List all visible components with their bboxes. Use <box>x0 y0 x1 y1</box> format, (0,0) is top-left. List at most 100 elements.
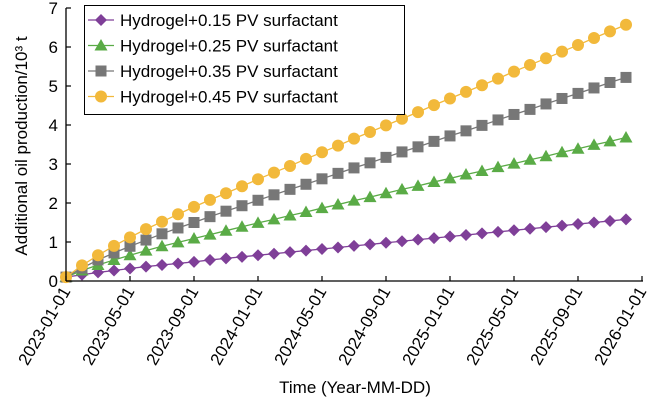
data-point <box>379 186 393 199</box>
data-point <box>492 72 504 85</box>
data-point <box>203 228 217 240</box>
data-point <box>363 190 377 203</box>
data-point <box>204 193 216 206</box>
data-point <box>476 227 488 240</box>
data-point <box>92 249 104 262</box>
y-tick-label: 0 <box>49 272 58 291</box>
data-point <box>283 208 297 221</box>
y-axis-label: Additional oil production/10³ t <box>12 36 31 256</box>
data-point <box>300 244 312 257</box>
data-point <box>444 230 456 243</box>
data-point <box>124 231 136 244</box>
data-point <box>172 208 184 221</box>
data-point <box>428 99 440 112</box>
legend-marker <box>95 14 107 26</box>
y-tick-label: 7 <box>49 0 58 18</box>
data-point <box>204 211 216 223</box>
legend: Hydrogel+0.15 PV surfactant Hydrogel+0.25… <box>84 5 405 115</box>
data-point <box>444 92 456 105</box>
legend-marker <box>95 90 107 103</box>
data-point <box>508 224 520 237</box>
data-point <box>556 219 568 232</box>
data-point <box>236 200 248 212</box>
data-point <box>556 45 568 58</box>
data-point <box>140 223 152 236</box>
data-point <box>156 215 168 228</box>
x-tick-label: 2025-05-01 <box>463 284 523 369</box>
legend-label: Hydrogel+0.25 PV surfactant <box>120 37 338 56</box>
data-point <box>508 65 520 78</box>
data-point <box>380 151 392 163</box>
y-tick-label: 3 <box>49 155 58 174</box>
data-point <box>412 106 424 119</box>
data-point <box>396 112 408 125</box>
data-point <box>140 260 152 273</box>
data-point <box>491 160 505 173</box>
y-tick-label: 6 <box>49 38 58 57</box>
data-point <box>411 179 425 191</box>
series-2 <box>59 130 633 283</box>
data-point <box>556 92 568 104</box>
data-point <box>123 248 137 261</box>
data-point <box>540 98 552 110</box>
data-point <box>300 178 312 190</box>
x-axis-label: Time (Year-MM-DD) <box>279 378 431 397</box>
x-tick-label: 2024-01-01 <box>207 284 267 369</box>
data-point <box>187 231 201 244</box>
data-point <box>268 189 280 201</box>
data-point <box>348 132 360 145</box>
data-point <box>396 235 408 248</box>
data-point <box>540 221 552 234</box>
data-point <box>572 39 584 52</box>
legend-label: Hydrogel+0.45 PV surfactant <box>120 88 338 107</box>
data-point <box>332 167 344 179</box>
data-point <box>539 149 553 162</box>
data-point <box>603 134 617 147</box>
data-point <box>427 175 441 187</box>
data-point <box>460 85 472 98</box>
plot-area <box>59 18 633 284</box>
data-point <box>331 198 345 210</box>
data-point <box>348 162 360 174</box>
data-point <box>251 216 265 228</box>
data-point <box>204 253 216 266</box>
data-point <box>108 239 120 252</box>
data-point <box>443 171 457 184</box>
data-point <box>588 32 600 45</box>
data-point <box>252 249 264 262</box>
data-point <box>524 103 536 115</box>
data-point <box>156 228 168 240</box>
series-3 <box>60 71 632 283</box>
data-point <box>620 213 632 226</box>
data-point <box>108 247 120 259</box>
data-point <box>268 166 280 179</box>
x-tick-label: 2025-09-01 <box>527 284 587 369</box>
y-tick-label: 5 <box>49 77 58 96</box>
data-point <box>428 232 440 245</box>
data-point <box>252 173 264 186</box>
data-point <box>540 52 552 65</box>
legend-label: Hydrogel+0.15 PV surfactant <box>120 11 338 30</box>
data-point <box>316 146 328 159</box>
data-point <box>523 153 537 165</box>
data-point <box>619 130 633 143</box>
data-point <box>171 235 185 248</box>
x-tick-label: 2025-01-01 <box>399 284 459 369</box>
data-point <box>108 264 120 277</box>
data-point <box>588 216 600 229</box>
data-point <box>220 205 232 217</box>
data-point <box>268 247 280 260</box>
x-tick-label: 2024-05-01 <box>271 284 331 369</box>
data-point <box>235 220 249 232</box>
data-point <box>172 222 184 234</box>
data-point <box>620 18 632 31</box>
x-tick-label: 2023-05-01 <box>79 284 139 369</box>
data-point <box>460 125 472 137</box>
data-point <box>236 180 248 193</box>
data-point <box>300 152 312 165</box>
x-tick-label: 2026-01-01 <box>591 284 650 369</box>
data-point <box>380 119 392 132</box>
data-point <box>428 135 440 147</box>
data-point <box>172 257 184 270</box>
